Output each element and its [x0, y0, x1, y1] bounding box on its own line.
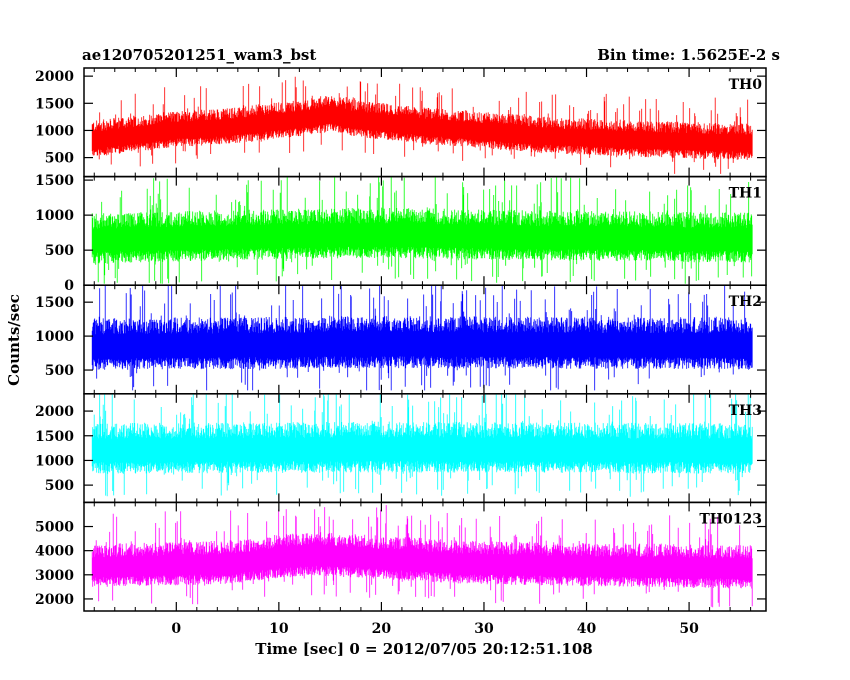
series-th3 — [91, 393, 753, 497]
x-tick-label: 50 — [679, 621, 699, 637]
panel-th2: 500 1000 1500 TH2 — [35, 284, 767, 395]
panel-th0123: 2000 3000 4000 5000 TH0123 — [35, 501, 767, 612]
series-line-th1 — [91, 176, 753, 284]
panel-th1: 0 500 1000 1500 TH1 — [35, 173, 767, 294]
y-tick-label: 4000 — [35, 544, 74, 560]
x-axis-label: Time [sec] 0 = 2012/07/05 20:12:51.108 — [255, 640, 592, 658]
band-label-th0: TH0 — [729, 77, 763, 93]
bin-time-label: Bin time: 1.5625E-2 s — [597, 46, 780, 64]
series-th2 — [91, 285, 753, 391]
x-tick-label: 10 — [269, 621, 289, 637]
x-tick-label: 20 — [372, 621, 392, 637]
y-tick-label: 5000 — [35, 520, 74, 536]
series-th1 — [91, 176, 753, 284]
y-tick-label: 2000 — [35, 69, 74, 85]
series-th0123 — [91, 505, 753, 608]
y-tick-label: 1000 — [35, 453, 74, 469]
y-axis-label: Counts/sec — [5, 294, 23, 386]
series-th0 — [91, 76, 753, 174]
y-tick-label: 1500 — [35, 295, 74, 311]
y-tick-label: 1500 — [35, 96, 74, 112]
y-tick-label: 3000 — [35, 568, 74, 584]
y-tick-label: 500 — [45, 363, 74, 379]
panel-frame — [83, 501, 767, 612]
y-tick-label: 500 — [45, 151, 74, 167]
band-label-th3: TH3 — [729, 403, 762, 419]
panel-th3: 500 1000 1500 2000 TH3 — [35, 393, 767, 504]
y-tick-label: 500 — [45, 478, 74, 494]
y-tick-label: 2000 — [35, 592, 74, 608]
y-tick-label: 0 — [64, 278, 74, 294]
band-label-th2: TH2 — [729, 294, 762, 310]
y-tick-label: 1500 — [35, 173, 74, 189]
series-line-th2 — [91, 285, 753, 391]
x-tick-label: 0 — [171, 621, 181, 637]
x-tick-label: 40 — [577, 621, 597, 637]
y-tick-label: 1000 — [35, 208, 74, 224]
series-line-th0123 — [91, 505, 753, 608]
band-label-th0123: TH0123 — [699, 511, 762, 527]
y-tick-label: 500 — [45, 243, 74, 259]
series-line-th3 — [91, 393, 753, 497]
band-label-th1: TH1 — [729, 186, 762, 202]
figure-title: ae120705201251_wam3_bst — [82, 46, 316, 64]
y-tick-label: 1500 — [35, 429, 74, 445]
x-tick-label: 30 — [474, 621, 494, 637]
panel-th0: 500 1000 1500 2000 TH0 — [35, 67, 767, 178]
y-tick-label: 2000 — [35, 404, 74, 420]
y-tick-label: 1000 — [35, 329, 74, 345]
y-tick-label: 1000 — [35, 123, 74, 139]
series-line-th0 — [91, 76, 753, 174]
